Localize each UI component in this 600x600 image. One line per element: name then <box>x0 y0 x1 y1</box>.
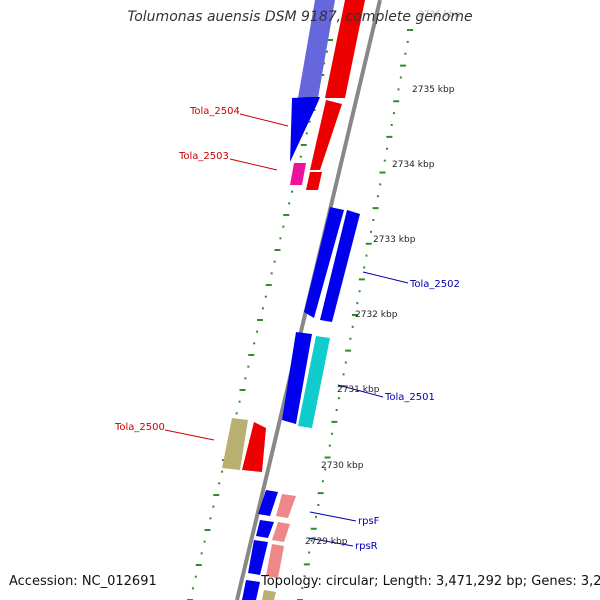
scale-label: 2731 kbp <box>337 385 380 395</box>
gene-tola-2504 <box>290 97 320 162</box>
gene-top-blue <box>298 0 335 98</box>
callout-line <box>307 537 354 547</box>
gene-tola-2500 <box>222 418 248 470</box>
gene-rpsf <box>276 494 296 518</box>
gene-tola-2502-b <box>320 210 360 322</box>
gene-callouts: Tola_2504 Tola_2503 Tola_2502 Tola_2501 Tola… <box>114 106 460 552</box>
gene-top-red <box>325 0 365 98</box>
scale-label: 2734 kbp <box>392 160 435 170</box>
gene-rpsr <box>272 522 290 542</box>
callout-line <box>164 429 215 441</box>
scale-label: 2732 kbp <box>355 310 398 320</box>
scale-label: 2730 kbp <box>321 461 364 471</box>
scale-label: 2733 kbp <box>373 235 416 245</box>
scale-label: 2729 kbp <box>305 537 348 547</box>
scale-label: 2736 kbp <box>418 10 461 20</box>
gene-label: Tola_2501 <box>384 392 435 403</box>
callout-line <box>239 113 289 127</box>
gene-features <box>222 0 365 600</box>
accession-text: Accession: NC_012691 <box>9 574 157 589</box>
scale-label: 2735 kbp <box>412 85 455 95</box>
callout-line <box>229 158 278 171</box>
gene-bottom-blue <box>248 540 268 575</box>
gene-label: Tola_2503 <box>178 151 229 162</box>
gene-pink <box>290 163 306 185</box>
scale-labels: 2736 kbp 2735 kbp 2734 kbp 2733 kbp 2732 kbp… <box>305 10 461 547</box>
callout-line <box>362 271 409 284</box>
gene-bottom-salmon <box>266 544 284 578</box>
gene-edge-blue <box>242 580 260 600</box>
gene-red-pair <box>242 422 266 472</box>
gene-label: Tola_2500 <box>114 422 165 433</box>
gene-tola-2502-a <box>304 207 344 318</box>
gene-label: rpsR <box>355 541 378 552</box>
gene-label: Tola_2502 <box>409 279 460 290</box>
gene-red-small <box>306 172 322 190</box>
gene-rpsf-blue <box>258 490 278 516</box>
callout-line <box>337 384 384 398</box>
gene-blue-lower <box>282 332 312 424</box>
gene-tola-2501 <box>298 336 330 428</box>
topology-summary: Topology: circular; Length: 3,471,292 bp… <box>261 574 600 589</box>
gene-label: Tola_2504 <box>189 106 240 117</box>
gene-label: rpsF <box>358 516 380 527</box>
callout-line <box>309 511 357 522</box>
gene-tola-2503 <box>310 100 342 170</box>
gene-edge-khaki <box>262 590 276 600</box>
gene-small-blue <box>256 520 274 538</box>
map-title: Tolumonas auensis DSM 9187, complete gen… <box>127 9 473 25</box>
